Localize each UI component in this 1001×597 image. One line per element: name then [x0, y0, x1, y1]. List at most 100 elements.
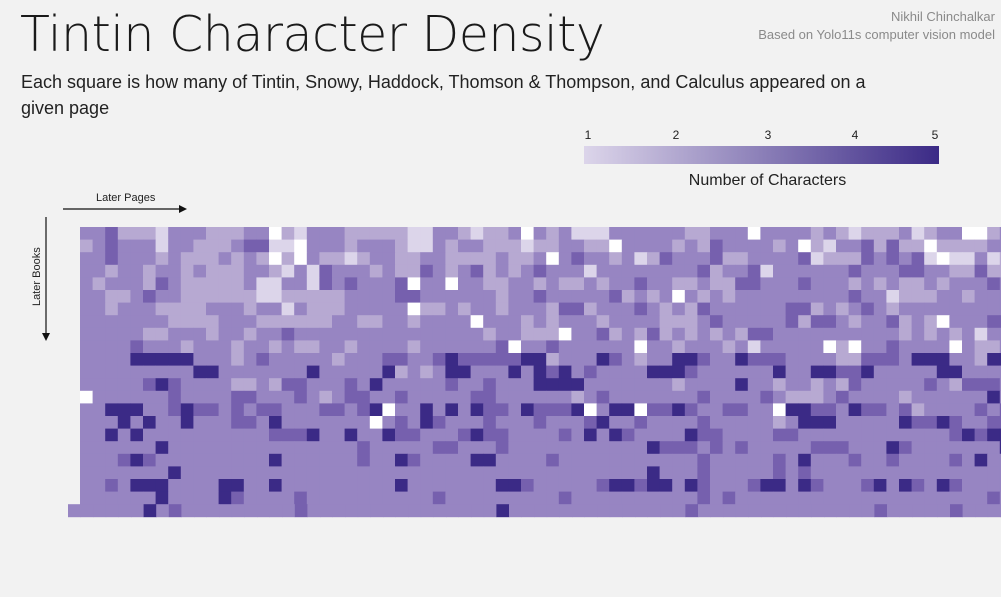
- heatmap-cell: [382, 378, 396, 392]
- heatmap-cell: [306, 378, 320, 392]
- heatmap-cell: [193, 428, 207, 442]
- heatmap-cell: [180, 315, 194, 329]
- heatmap-cell: [621, 390, 635, 404]
- heatmap-cell: [256, 302, 270, 316]
- heatmap-cell: [634, 264, 648, 278]
- heatmap-cell: [294, 239, 308, 253]
- heatmap-cell: [962, 428, 975, 442]
- heatmap-cell: [521, 504, 535, 518]
- heatmap-cell: [168, 315, 182, 329]
- heatmap-cell: [621, 466, 635, 480]
- heatmap-cell: [873, 239, 887, 253]
- heatmap-cell: [798, 277, 812, 291]
- heatmap-cell: [735, 353, 749, 366]
- heatmap-cell: [596, 491, 610, 505]
- heatmap-cell: [130, 365, 144, 379]
- heatmap-cell: [143, 327, 156, 341]
- heatmap-cell: [848, 441, 862, 455]
- heatmap-cell: [886, 340, 900, 354]
- heatmap-cell: [194, 504, 207, 518]
- heatmap-cell: [987, 252, 1001, 266]
- heatmap-cell: [105, 239, 119, 253]
- heatmap-cell: [621, 227, 635, 240]
- heatmap-cell: [130, 264, 144, 278]
- heatmap-cell: [911, 290, 925, 303]
- heatmap-cell: [747, 290, 761, 303]
- heatmap-cell: [672, 239, 686, 253]
- heatmap-cell: [962, 378, 975, 392]
- heatmap-cell: [168, 441, 182, 455]
- heatmap-cell: [143, 390, 156, 404]
- heatmap-cell: [257, 504, 270, 518]
- heatmap-cell: [193, 340, 207, 354]
- heatmap-cell: [584, 227, 597, 240]
- heatmap-cell: [382, 252, 396, 266]
- heatmap-cell: [546, 441, 560, 455]
- heatmap-cell: [962, 416, 975, 429]
- heatmap-cell: [496, 504, 510, 518]
- heatmap-cell: [281, 453, 295, 467]
- heatmap-cell: [621, 239, 635, 253]
- heatmap-cell: [432, 428, 446, 442]
- heatmap-cell: [558, 428, 572, 442]
- heatmap-cell: [495, 403, 509, 417]
- heatmap-cell: [836, 290, 849, 303]
- heatmap-cell: [546, 315, 560, 329]
- heatmap-cell: [281, 340, 295, 354]
- heatmap-cell: [924, 277, 938, 291]
- heatmap-cell: [420, 416, 434, 429]
- heatmap-cell: [357, 453, 371, 467]
- heatmap-cell: [798, 403, 812, 417]
- heatmap-cell: [873, 277, 887, 291]
- heatmap-cell: [697, 466, 711, 480]
- heatmap-cell: [873, 453, 887, 467]
- heatmap-cell: [936, 340, 950, 354]
- heatmap-cell: [609, 239, 623, 253]
- heatmap-cell: [672, 479, 686, 492]
- heatmap-cell: [533, 340, 547, 354]
- heatmap-cell: [483, 365, 497, 379]
- heatmap-cell: [810, 390, 824, 404]
- heatmap-cell: [105, 479, 119, 492]
- heatmap-cell: [281, 277, 295, 291]
- heatmap-cell: [243, 378, 257, 392]
- heatmap-cell: [105, 416, 119, 429]
- heatmap-cell: [243, 403, 257, 417]
- heatmap-cell: [269, 264, 282, 278]
- heatmap-cell: [785, 390, 799, 404]
- heatmap-cell: [168, 428, 182, 442]
- heatmap-cell: [193, 227, 207, 240]
- heatmap-cell: [848, 252, 862, 266]
- heatmap-cell: [911, 466, 925, 480]
- heatmap-cell: [647, 315, 660, 329]
- heatmap-cell: [369, 453, 383, 467]
- heatmap-cell: [458, 504, 472, 518]
- heatmap-cell: [206, 441, 219, 455]
- heatmap-cell: [936, 327, 950, 341]
- heatmap-cell: [546, 479, 560, 492]
- heatmap-cell: [735, 252, 749, 266]
- heatmap-cell: [470, 239, 484, 253]
- heatmap-cell: [495, 466, 509, 480]
- heatmap-cell: [193, 378, 207, 392]
- heatmap-cell: [382, 277, 396, 291]
- heatmap-cell: [344, 479, 358, 492]
- heatmap-cell: [810, 378, 824, 392]
- heatmap-cell: [369, 479, 383, 492]
- heatmap-cell: [672, 428, 686, 442]
- heatmap-cell: [936, 453, 950, 467]
- heatmap-cell: [609, 277, 623, 291]
- heatmap-cell: [621, 416, 635, 429]
- heatmap-cell: [92, 390, 106, 404]
- heatmap-cell: [382, 302, 396, 316]
- heatmap-cell: [445, 378, 459, 392]
- heatmap-cell: [332, 353, 345, 366]
- heatmap-cell: [571, 227, 585, 240]
- heatmap-cell: [495, 378, 509, 392]
- heatmap-cell: [218, 441, 232, 455]
- heatmap-cell: [697, 277, 711, 291]
- heatmap-cell: [836, 264, 849, 278]
- heatmap-cell: [558, 479, 572, 492]
- heatmap-cell: [609, 416, 623, 429]
- heatmap-cell: [974, 239, 988, 253]
